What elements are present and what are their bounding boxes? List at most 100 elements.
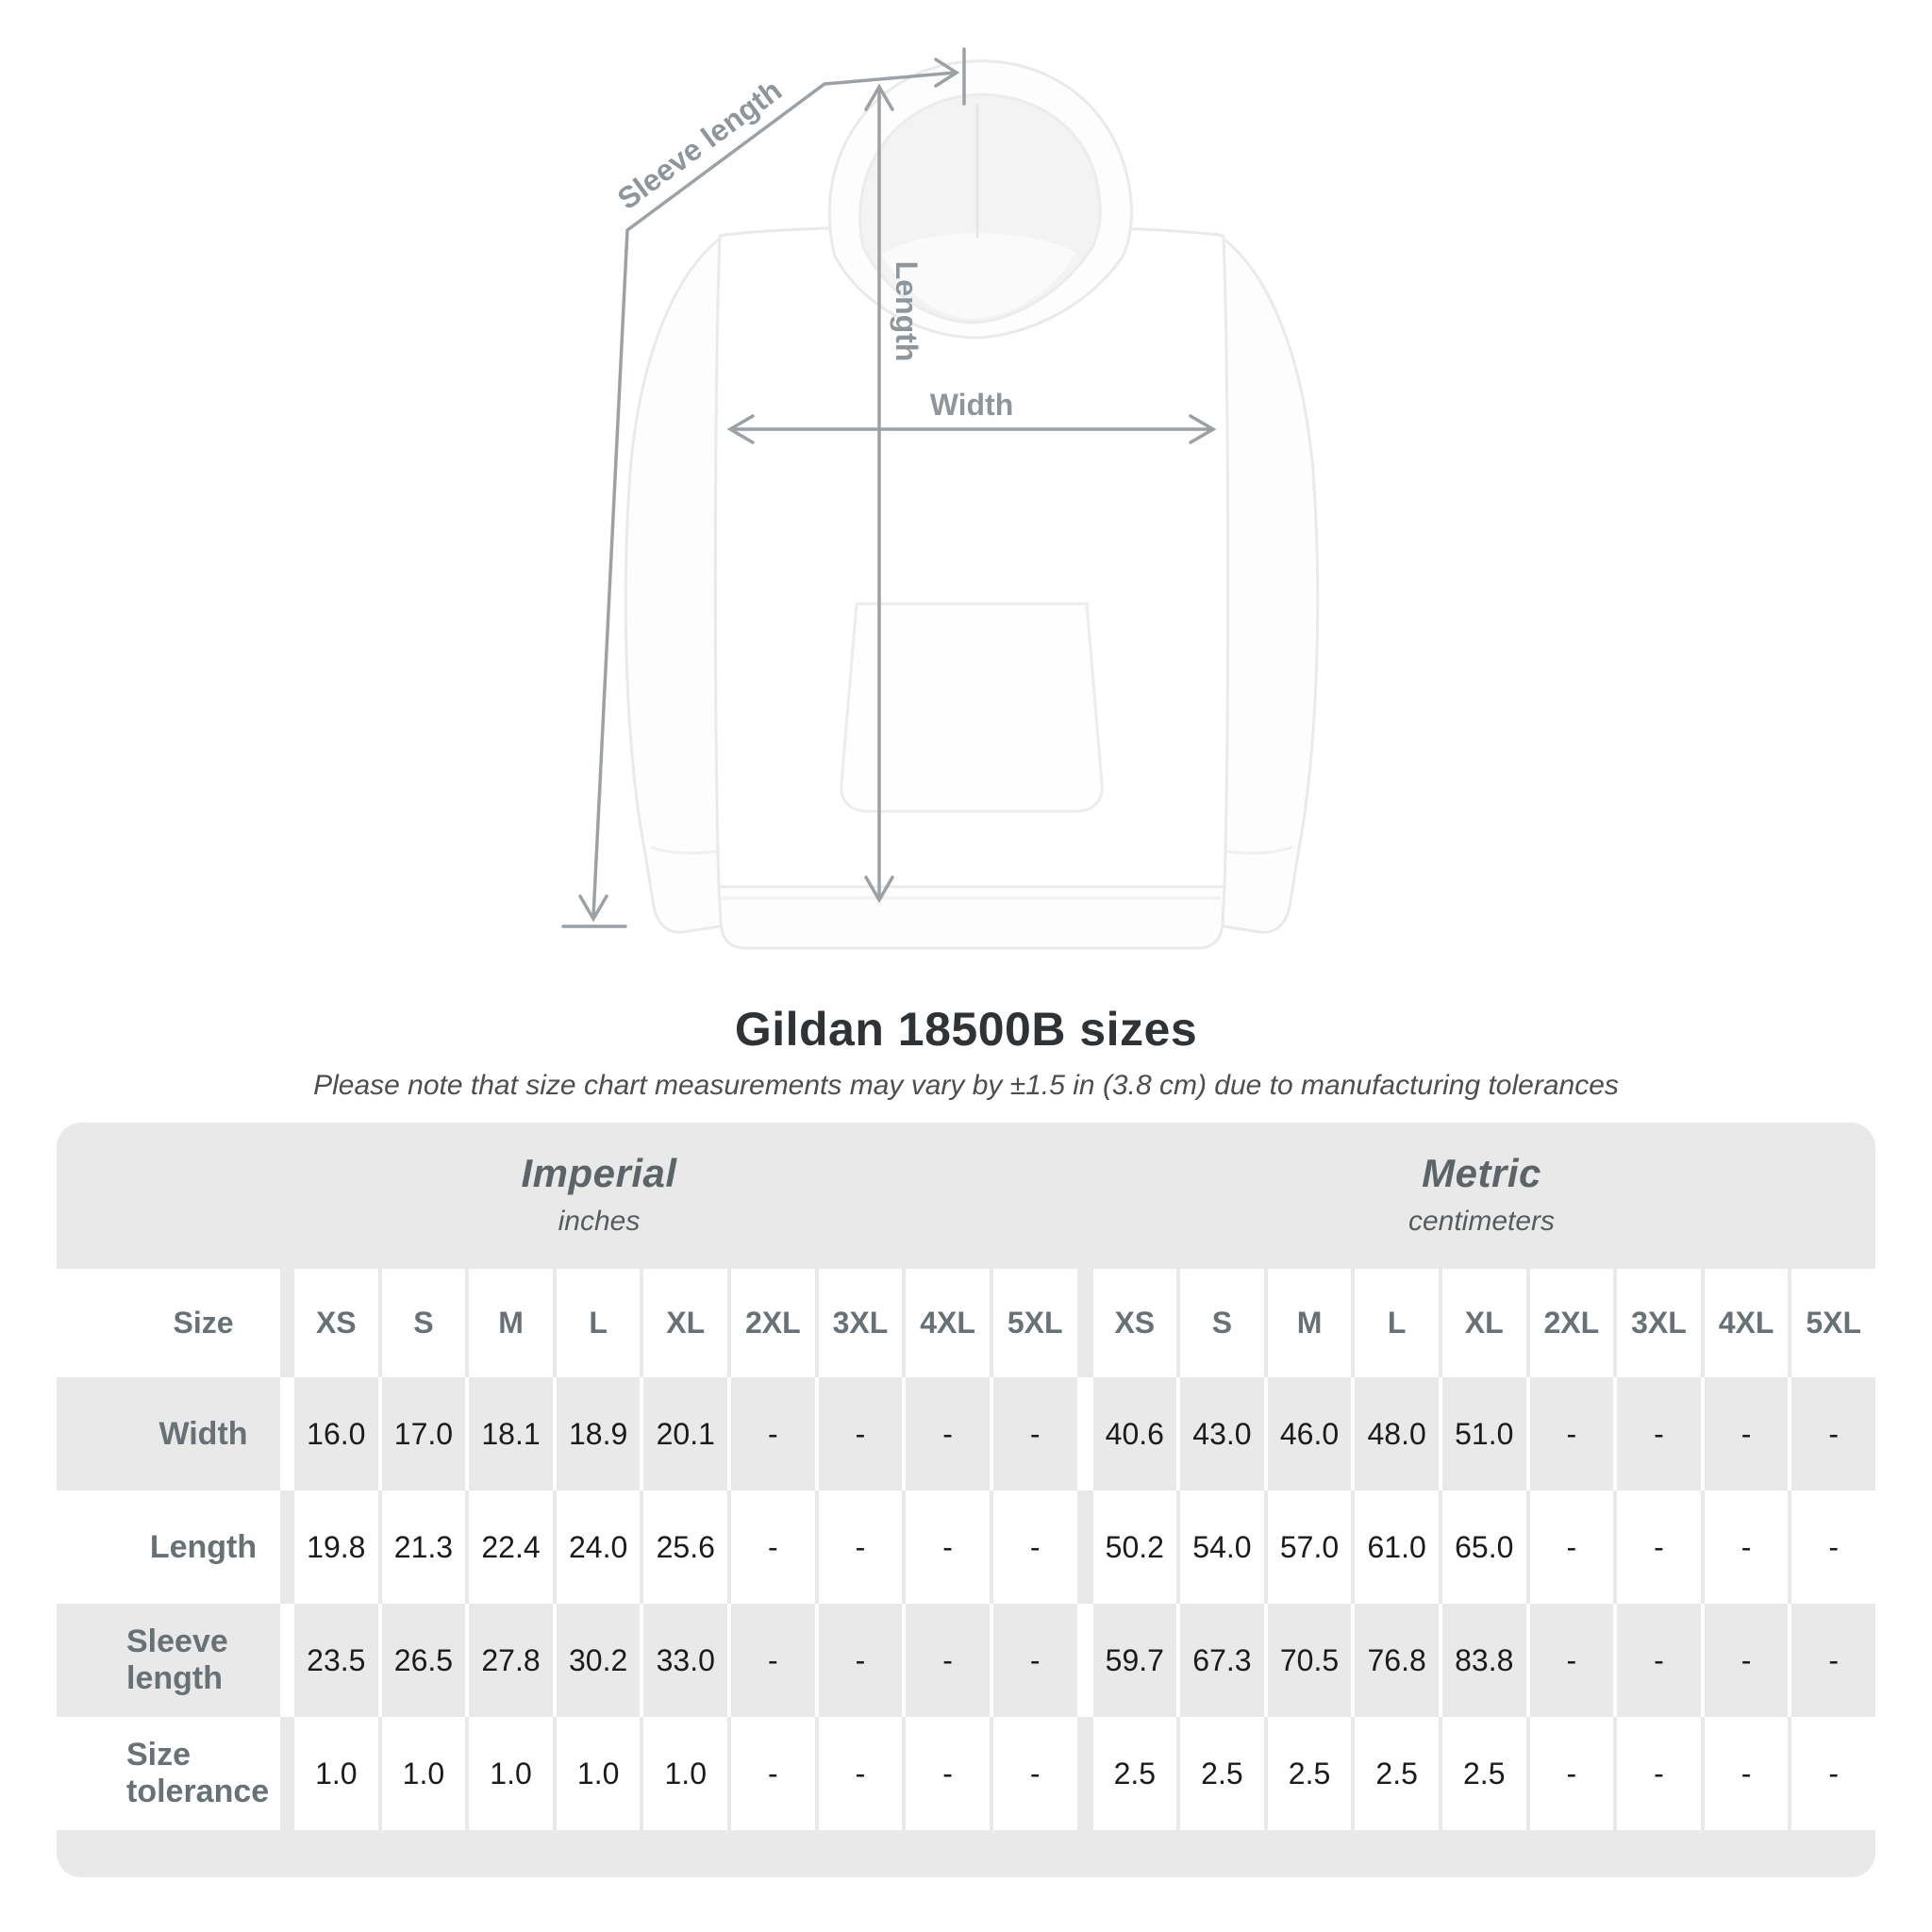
cell-metric-M: 57.0 [1267,1491,1352,1604]
cell-imperial-M: 22.4 [469,1491,553,1604]
group-divider [1081,1604,1090,1717]
cell-metric-5XL: - [1791,1491,1875,1604]
cell-metric-M: 70.5 [1267,1604,1352,1717]
cell-metric-L: 61.0 [1355,1491,1439,1604]
row-label: Width [57,1377,280,1491]
unit-band: Imperial inches Metric centimeters [57,1123,1875,1269]
cell-metric-S: 67.3 [1180,1604,1264,1717]
cell-metric-M: 2.5 [1267,1717,1352,1830]
cell-metric-4XL: - [1704,1491,1789,1604]
table-rows: Size XS S M L XL 2XL 3XL 4XL 5XL XS S M L XL 2XL 3XL 4XL 5… [57,1269,1875,1830]
cell-imperial-S: 1.0 [381,1717,466,1830]
label-divider [284,1269,291,1377]
sleeve-arrowhead-bottom [578,894,608,923]
cell-imperial-L: 1.0 [556,1717,641,1830]
label-divider [284,1491,291,1604]
row-label: Size [57,1269,280,1377]
imperial-unit: inches [558,1206,641,1237]
hoodie-hem [717,885,1226,950]
cell-metric-3XL: - [1617,1377,1701,1491]
cell-metric-5XL: - [1791,1717,1875,1830]
cell-imperial-M: 27.8 [469,1604,553,1717]
label-divider [284,1604,291,1717]
length-arrowhead-bottom [864,875,894,904]
cell-imperial-3XL: 3XL [818,1269,903,1377]
cell-metric-S: S [1180,1269,1264,1377]
cell-metric-S: 43.0 [1180,1377,1264,1491]
width-arrowhead-left [726,414,755,444]
group-divider [1081,1377,1090,1491]
table-row: Size tolerance 1.0 1.0 1.0 1.0 1.0- - - -2.5 2.5 2… [57,1717,1875,1830]
cell-metric-3XL: - [1617,1491,1701,1604]
cell-metric-4XL: 4XL [1704,1269,1789,1377]
cell-metric-XS: 50.2 [1092,1491,1177,1604]
cell-metric-5XL: 5XL [1791,1269,1875,1377]
cell-imperial-XL: 33.0 [643,1604,728,1717]
cell-imperial-3XL: - [818,1491,903,1604]
cell-imperial-M: 1.0 [469,1717,553,1830]
cell-imperial-4XL: 4XL [906,1269,990,1377]
table-row: Width 16.0 17.0 18.1 18.9 20.1- - - -40.6 43.0 46.… [57,1377,1875,1491]
page-title: Gildan 18500B sizes [734,1003,1198,1056]
cell-imperial-XS: 23.5 [294,1604,378,1717]
cell-metric-XL: 83.8 [1441,1604,1526,1717]
cell-imperial-2XL: - [731,1604,815,1717]
unit-group-metric: Metric centimeters [1088,1123,1875,1269]
cell-imperial-XL: 1.0 [643,1717,728,1830]
group-divider [1081,1491,1090,1604]
cell-imperial-XS: XS [294,1269,378,1377]
label-divider [284,1377,291,1491]
cell-metric-XS: XS [1092,1269,1177,1377]
length-arrowhead-top [864,83,894,111]
cell-metric-4XL: - [1704,1377,1789,1491]
group-divider [1081,1717,1090,1830]
cell-metric-5XL: - [1791,1377,1875,1491]
cell-metric-L: 2.5 [1355,1717,1439,1830]
row-label: Length [57,1491,280,1604]
cell-imperial-XL: XL [643,1269,728,1377]
cell-imperial-XS: 19.8 [294,1491,378,1604]
hoodie-pocket [840,602,1104,813]
cell-imperial-S: 26.5 [381,1604,466,1717]
cell-metric-S: 54.0 [1180,1491,1264,1604]
measurement-lines [561,47,1217,928]
imperial-heading: Imperial [521,1151,677,1195]
cell-imperial-4XL: - [906,1604,990,1717]
cell-imperial-2XL: - [731,1491,815,1604]
cell-metric-L: L [1355,1269,1439,1377]
size-table: Imperial inches Metric centimeters Size X… [57,1123,1875,1877]
cell-imperial-L: L [556,1269,641,1377]
sleeve-length-label: Sleeve length [611,73,788,216]
cell-imperial-L: 30.2 [556,1604,641,1717]
length-label: Length [890,261,924,362]
cell-metric-M: M [1267,1269,1352,1377]
group-divider [1081,1269,1090,1377]
cell-imperial-3XL: - [818,1604,903,1717]
metric-heading: Metric [1422,1151,1541,1195]
title-block: Gildan 18500B sizes Please note that siz… [0,1002,1932,1102]
cell-metric-2XL: - [1529,1604,1614,1717]
page-subtitle: Please note that size chart measurements… [313,1070,1619,1101]
cell-imperial-4XL: - [906,1491,990,1604]
cell-imperial-2XL: - [731,1377,815,1491]
cell-metric-3XL: - [1617,1604,1701,1717]
cell-imperial-XL: 20.1 [643,1377,728,1491]
cell-metric-XL: 65.0 [1441,1491,1526,1604]
cell-metric-XL: 2.5 [1441,1717,1526,1830]
cell-imperial-5XL: - [992,1377,1077,1491]
cell-imperial-XL: 25.6 [643,1491,728,1604]
width-label: Width [930,388,1014,422]
cell-metric-M: 46.0 [1267,1377,1352,1491]
cell-imperial-3XL: - [818,1377,903,1491]
cell-imperial-XS: 1.0 [294,1717,378,1830]
cell-imperial-5XL: - [992,1717,1077,1830]
row-label: Sleeve length [57,1604,280,1717]
cell-metric-2XL: - [1529,1491,1614,1604]
cell-imperial-S: 21.3 [381,1491,466,1604]
cell-imperial-M: 18.1 [469,1377,553,1491]
cell-imperial-2XL: - [731,1717,815,1830]
cell-metric-3XL: - [1617,1717,1701,1830]
cell-metric-4XL: - [1704,1604,1789,1717]
cell-metric-L: 76.8 [1355,1604,1439,1717]
